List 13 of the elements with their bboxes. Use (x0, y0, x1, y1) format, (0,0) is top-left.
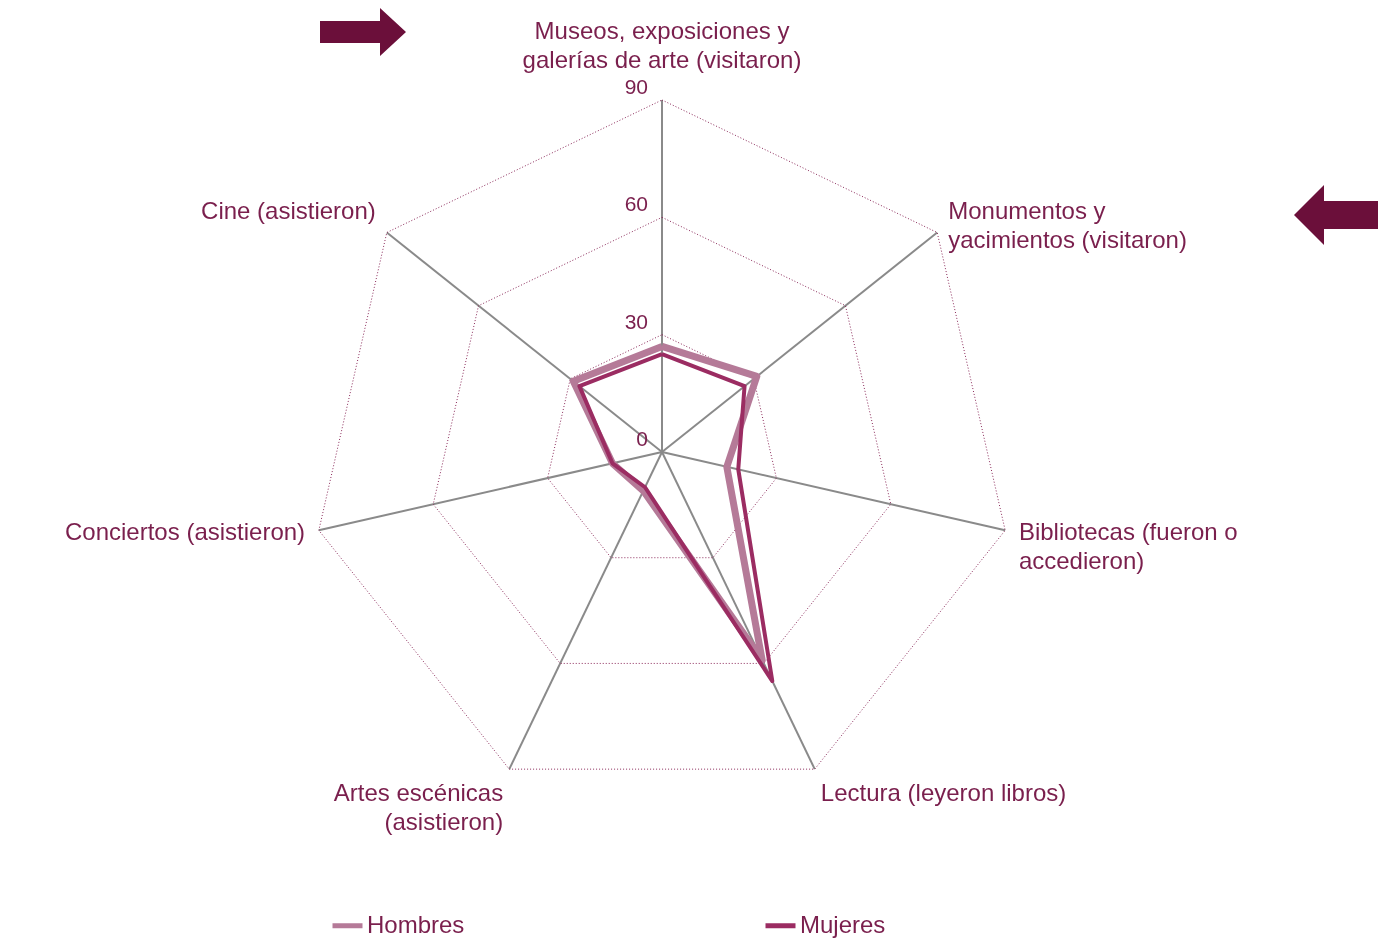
spoke-label: Lectura (leyeron libros) (820, 778, 1067, 806)
spoke-label: Artes escénicas (asistieron) (333, 778, 504, 835)
spoke-label: Bibliotecas (fueron o accedieron) (1018, 518, 1238, 575)
y-tick-label: 0 (636, 427, 648, 450)
spoke-label: Cine (asistieron) (201, 196, 376, 224)
y-tick-label: 60 (624, 192, 648, 216)
spoke-label: Museos, exposiciones y galerías de arte (visitaron) (522, 16, 802, 73)
legend-label: Mujeres (800, 910, 886, 938)
y-tick-label: 90 (624, 75, 648, 98)
y-tick-label: 30 (624, 309, 648, 333)
legend-label: Hombres (367, 910, 465, 938)
spoke-label: Monumentos y yacimientos (visitaron) (948, 196, 1187, 253)
spoke-label: Conciertos (asistieron) (65, 518, 306, 546)
